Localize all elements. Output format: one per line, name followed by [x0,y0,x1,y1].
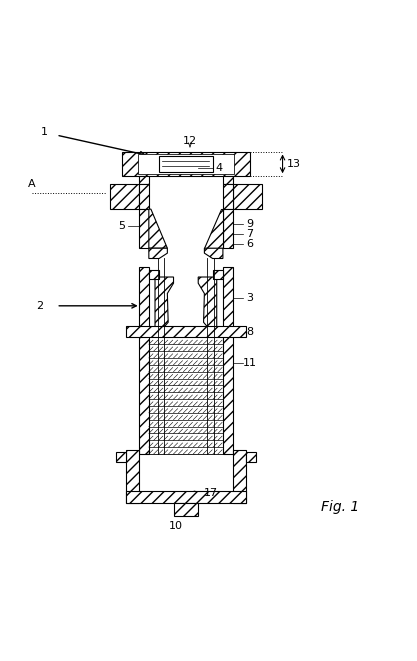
Text: 4: 4 [215,163,222,173]
Text: 12: 12 [183,136,197,146]
Bar [126,450,138,503]
Bar [122,151,250,176]
Polygon shape [204,249,223,258]
Text: 7: 7 [246,229,253,239]
Bar [149,270,159,279]
Polygon shape [149,209,167,249]
Bar [110,184,138,209]
Polygon shape [204,209,223,249]
Bar [138,267,149,330]
Text: Fig. 1: Fig. 1 [321,500,359,514]
Bar [116,452,126,462]
Bar [159,155,213,172]
Text: 11: 11 [243,358,256,368]
Bar [223,209,233,249]
Text: 13: 13 [287,159,301,169]
Text: 5: 5 [118,221,126,231]
Bar [138,330,149,454]
Text: 8: 8 [246,327,253,336]
Text: 9: 9 [246,219,253,229]
Text: 3: 3 [246,293,253,303]
Text: 1: 1 [40,127,48,137]
Bar [233,450,246,503]
Text: 17: 17 [203,488,218,498]
Bar [138,209,149,249]
Bar [213,270,223,279]
Bar [126,327,246,336]
Polygon shape [198,277,217,330]
Bar [138,184,149,209]
Text: 6: 6 [246,239,253,249]
Polygon shape [155,277,173,330]
Bar [233,184,262,209]
Bar [173,503,198,516]
Bar [126,491,246,503]
Bar [138,176,149,184]
Bar [246,452,256,462]
Bar [223,184,233,209]
Bar [223,176,233,184]
Bar [138,153,234,174]
Text: 2: 2 [36,301,43,311]
Text: A: A [28,179,35,190]
Bar [223,330,233,454]
Polygon shape [149,249,167,258]
Text: 10: 10 [168,520,183,531]
Bar [223,267,233,330]
